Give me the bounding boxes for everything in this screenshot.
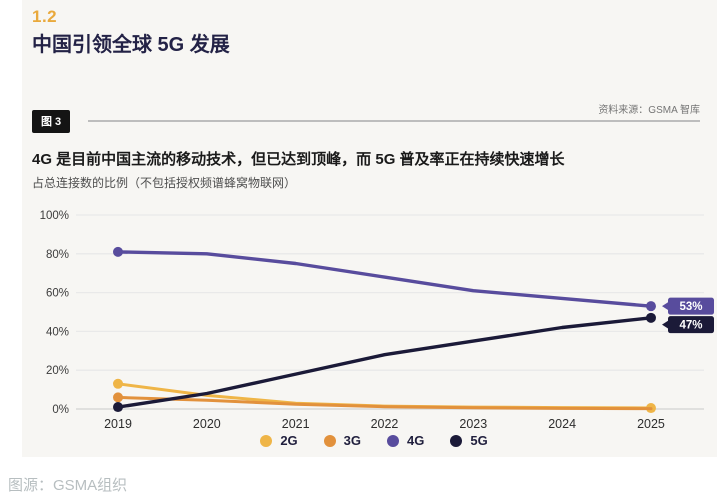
badge-pointer-4G — [662, 301, 669, 311]
y-axis-tick: 40% — [46, 326, 69, 338]
value-badge-5G — [668, 316, 714, 334]
y-axis-tick: 100% — [40, 210, 69, 222]
data-point-2G-start — [113, 378, 123, 389]
x-axis-tick: 2020 — [193, 417, 221, 431]
x-axis-tick: 2025 — [637, 417, 665, 431]
x-axis-tick: 2019 — [104, 417, 132, 431]
chart-subtitle: 占总连接数的比例（不包括授权频谱蜂窝物联网） — [32, 176, 297, 190]
data-point-3G-start — [113, 392, 123, 403]
series-line-5G — [116, 316, 653, 409]
data-point-4G-start — [113, 246, 123, 257]
legend-dot-4G — [387, 434, 399, 447]
section-number: 1.2 — [32, 7, 58, 26]
legend-item-2G: 2G — [260, 433, 298, 448]
legend-label-5G: 5G — [470, 433, 488, 448]
x-axis-tick: 2021 — [282, 417, 310, 431]
chart-title: 4G 是目前中国主流的移动技术，但已达到顶峰，而 5G 普及率正在持续快速增长 — [32, 151, 565, 168]
value-badge-label-4G: 53% — [679, 301, 702, 313]
legend-dot-2G — [260, 434, 273, 447]
legend-item-5G: 5G — [450, 433, 488, 448]
divider-rule — [88, 120, 700, 122]
data-point-4G-end — [645, 301, 656, 312]
series-line-4G — [116, 250, 653, 308]
y-axis-tick: 60% — [46, 288, 69, 300]
x-axis-tick: 2022 — [371, 417, 399, 431]
figure-badge: 图 3 — [32, 110, 71, 133]
legend-item-4G: 4G — [387, 433, 424, 448]
badge-pointer-5G — [662, 320, 669, 330]
y-axis-tick: 20% — [46, 365, 69, 377]
source-attribution: 资料来源：GSMA 智库 — [598, 105, 700, 116]
legend-label-4G: 4G — [407, 433, 425, 448]
line-chart: 0% 20% 40% 60% 80% 100% 2019 2020 2021 2022 2023 20… — [40, 210, 714, 431]
section-title: 中国引领全球 5G 发展 — [32, 34, 230, 56]
data-point-5G-start — [113, 402, 123, 413]
x-axis-tick: 2024 — [548, 417, 576, 431]
value-badge-label-5G: 47% — [679, 320, 702, 332]
data-point-5G-end — [645, 312, 656, 323]
legend-dot-5G — [450, 434, 463, 447]
legend-item-3G: 3G — [323, 433, 361, 448]
series-line-3G — [116, 395, 653, 411]
legend-label-2G: 2G — [280, 433, 298, 448]
y-axis-tick: 80% — [46, 249, 69, 261]
chart-legend: 2G 3G 4G 5G — [30, 433, 717, 448]
figure-card — [22, 0, 717, 457]
x-axis-tick: 2023 — [459, 417, 487, 431]
footer-caption: 图源：GSMA组织 — [8, 477, 128, 494]
legend-dot-3G — [323, 434, 336, 447]
legend-label-3G: 3G — [343, 433, 361, 448]
value-badge-4G — [668, 297, 714, 315]
y-axis-tick: 0% — [52, 404, 69, 416]
